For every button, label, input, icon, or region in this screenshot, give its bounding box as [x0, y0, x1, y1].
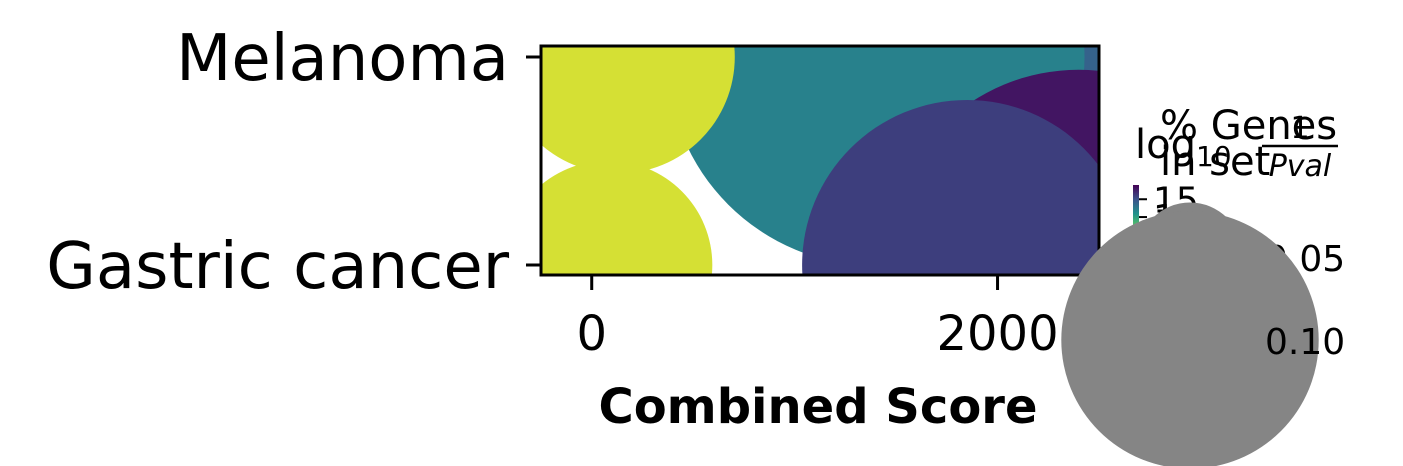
size-legend-title-line2: in set [1160, 139, 1270, 185]
bubble-layer [541, 46, 1099, 275]
size-legend-label: 0.10 [1265, 322, 1345, 363]
colorbar-title-subscript: 10 [1196, 140, 1232, 173]
x-tick-label: 2000 [936, 306, 1058, 362]
y-tick-label: Melanoma [176, 22, 509, 96]
size-legend-title-line1: % Genes [1160, 103, 1337, 149]
colorbar-title-numerator: 1 [1290, 111, 1309, 146]
y-tick-label: Gastric cancer [46, 230, 509, 304]
size-legend-marker [1061, 211, 1319, 466]
x-tick-label: 0 [576, 306, 607, 362]
x-axis-label: Combined Score [598, 379, 1037, 435]
bubble [541, 46, 735, 174]
colorbar-gradient [1133, 185, 1139, 242]
size-legend-title: % Genes in set [1160, 103, 1350, 185]
colorbar-title-denominator: Pval [1269, 149, 1332, 184]
x-axis: 0 2000 [576, 275, 1059, 362]
bubble [802, 100, 1099, 275]
bubble [541, 160, 713, 275]
size-legend: % Genes in set 0.050.10 [1061, 103, 1350, 466]
size-legend-items: 0.050.10 [1061, 202, 1345, 466]
colorbar-title-log: log [1135, 122, 1196, 168]
plot-frame [539, 44, 1101, 277]
y-axis: Melanoma Gastric cancer [46, 22, 541, 304]
colorbar-title: log10 [1135, 122, 1232, 173]
